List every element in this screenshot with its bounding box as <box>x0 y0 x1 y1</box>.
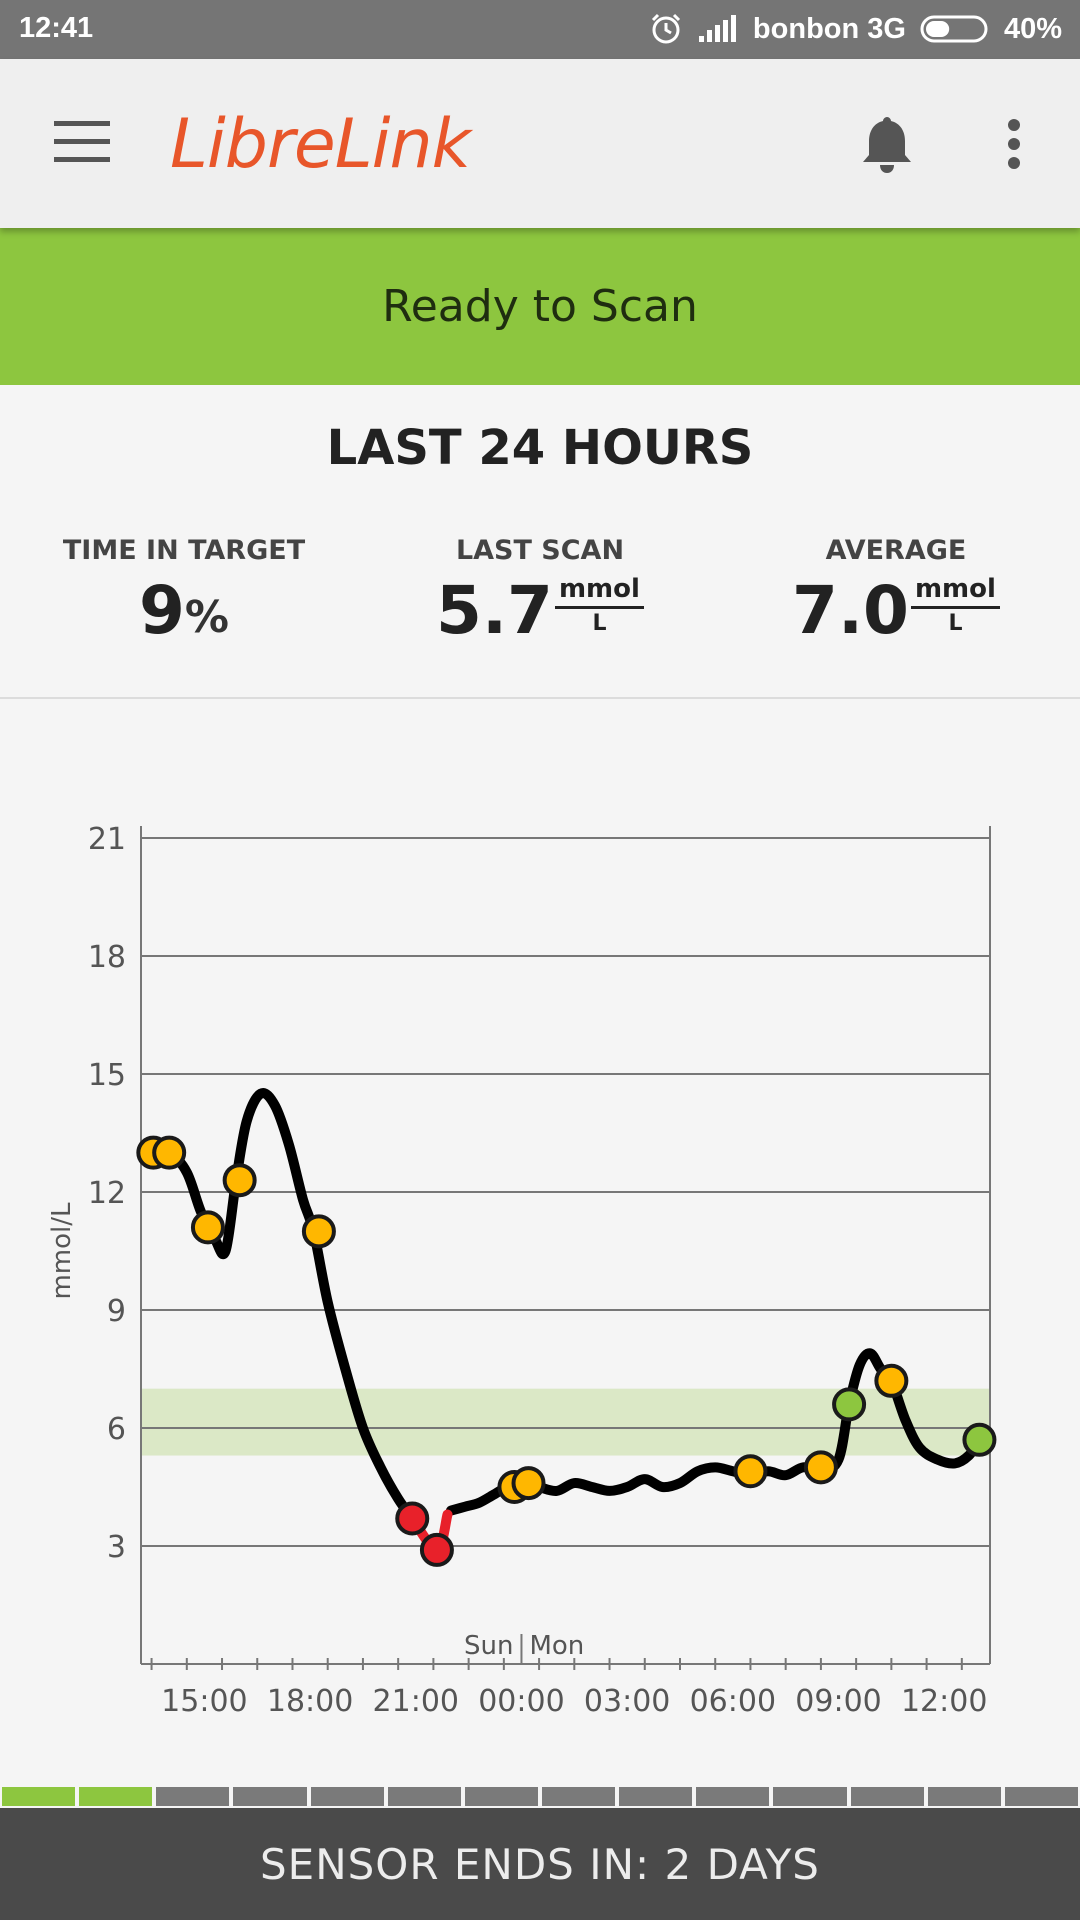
sensor-segment-remaining <box>156 1787 230 1806</box>
scan-point <box>395 1501 430 1536</box>
last-scan-value: 5.7 <box>436 572 553 649</box>
sensor-ends-text: SENSOR ENDS IN: 2 DAYS <box>260 1839 820 1889</box>
battery-icon <box>920 15 988 43</box>
sensor-segment-remaining <box>310 1787 384 1806</box>
x-tick-label: 06:00 <box>690 1684 776 1719</box>
scan-point <box>419 1532 454 1567</box>
scan-point <box>803 1450 838 1485</box>
summary-title: LAST 24 HOURS <box>326 420 754 476</box>
hamburger-icon[interactable] <box>52 119 112 165</box>
scan-banner[interactable]: Ready to Scan <box>0 228 1080 385</box>
glucose-chart[interactable]: 3 6 9 12 15 18 21 15:00 18:00 21:00 00:00 03:00 06:0… <box>0 700 1080 1780</box>
average-value: 7.0 <box>792 572 909 649</box>
x-tick-label: 09:00 <box>795 1684 881 1719</box>
average-unit-den: L <box>948 611 963 636</box>
y-tick-label: 9 <box>107 1294 126 1329</box>
status-right: bonbon 3G 40% <box>635 12 1062 46</box>
sensor-segment-remaining <box>387 1787 461 1806</box>
bell-icon[interactable] <box>858 113 916 175</box>
y-tick-label: 21 <box>88 822 126 857</box>
x-tick-label: 12:00 <box>901 1684 987 1719</box>
glucose-line <box>146 1088 418 1524</box>
last-scan-unit: mmol L <box>554 574 644 636</box>
sensor-segment-remaining <box>233 1787 307 1806</box>
y-tick-label: 12 <box>88 1176 126 1211</box>
kebab-icon[interactable] <box>1000 119 1028 169</box>
scan-point <box>511 1466 546 1501</box>
alarm-icon <box>651 13 680 44</box>
average-unit-num: mmol <box>910 574 1000 609</box>
average-stat: AVERAGE 7.0 mmol L <box>716 535 1076 644</box>
time-in-target-label: TIME IN TARGET <box>62 535 306 566</box>
y-tick-label: 3 <box>107 1530 126 1565</box>
sensor-segment-remaining <box>464 1787 538 1806</box>
last-scan-label: LAST SCAN <box>455 535 625 566</box>
scan-point <box>962 1422 997 1457</box>
time-in-target-value: 9 <box>138 572 185 649</box>
sensor-segment-remaining <box>696 1787 770 1806</box>
scan-point <box>874 1363 909 1398</box>
time-in-target-unit: % <box>184 592 230 643</box>
average-unit: mmol L <box>910 574 1000 636</box>
app-logo: LibreLink <box>170 105 471 184</box>
average-label: AVERAGE <box>825 535 967 566</box>
sensor-life-bar <box>0 1787 1080 1806</box>
y-tick-label: 15 <box>88 1058 126 1093</box>
last-scan-unit-den: L <box>592 611 607 636</box>
sensor-segment-remaining <box>927 1787 1001 1806</box>
status-time: 12:41 <box>19 12 94 44</box>
battery-percent: 40% <box>1003 12 1062 45</box>
summary-divider <box>0 697 1080 699</box>
sensor-segment-remaining <box>773 1787 847 1806</box>
sensor-segment-remaining <box>1004 1787 1078 1806</box>
sensor-segment-remaining <box>619 1787 693 1806</box>
scan-point <box>733 1454 768 1489</box>
scan-point <box>222 1163 257 1198</box>
x-tick-label: 15:00 <box>161 1684 247 1719</box>
sensor-segment-elapsed <box>79 1787 153 1806</box>
signal-icon <box>698 15 736 42</box>
y-axis-label: mmol/L <box>47 1202 77 1300</box>
sensor-footer: SENSOR ENDS IN: 2 DAYS <box>0 1808 1080 1920</box>
scan-point <box>301 1214 336 1249</box>
x-tick-label: 03:00 <box>584 1684 670 1719</box>
time-in-target-stat: TIME IN TARGET 9 % <box>4 535 364 644</box>
sensor-segment-elapsed <box>2 1787 76 1806</box>
carrier-label: bonbon 3G <box>752 12 906 45</box>
day-label-mon: Mon <box>529 1631 584 1661</box>
y-tick-label: 6 <box>107 1412 126 1447</box>
scan-point <box>152 1135 187 1170</box>
y-tick-label: 18 <box>88 940 126 975</box>
sensor-segment-remaining <box>541 1787 616 1806</box>
x-tick-label: 00:00 <box>478 1684 564 1719</box>
scan-banner-text: Ready to Scan <box>382 281 698 332</box>
day-label-sun: Sun <box>464 1631 513 1661</box>
last-scan-stat: LAST SCAN 5.7 mmol L <box>360 535 720 644</box>
scan-point <box>190 1210 225 1245</box>
app-bar: LibreLink <box>0 59 1080 228</box>
scan-point <box>832 1387 867 1422</box>
status-bar: 12:41 bonbon 3G 40% <box>0 0 1080 59</box>
x-tick-label: 18:00 <box>267 1684 353 1719</box>
sensor-segment-remaining <box>850 1787 924 1806</box>
last-scan-unit-num: mmol <box>554 574 644 609</box>
x-tick-label: 21:00 <box>373 1684 459 1719</box>
